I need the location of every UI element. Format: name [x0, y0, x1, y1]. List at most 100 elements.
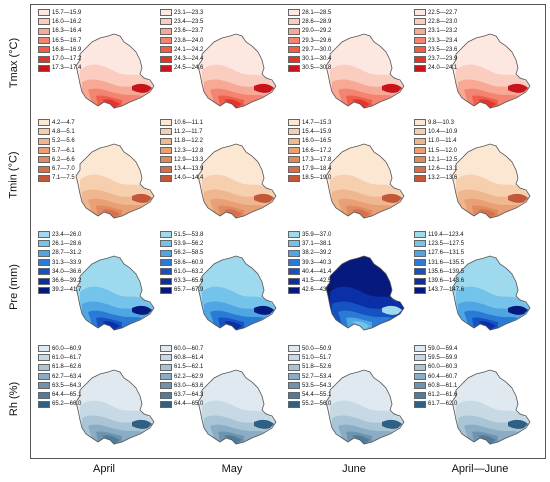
region-outline	[75, 33, 155, 109]
legend-label: 29.3—29.6	[302, 37, 332, 44]
map-zone	[254, 419, 274, 429]
row-label-rh: Rh (%)	[0, 344, 28, 454]
legend-item: 12.9—13.3	[160, 155, 203, 164]
map-legend: 15.7—15.9 16.0—16.2 16.3—16.4 16.5—16.7 16.8…	[38, 8, 81, 73]
legend-label: 16.6—17.2	[302, 147, 332, 154]
legend-label: 55.2—56.0	[302, 401, 332, 408]
row-label-tmin: Tmin (°C)	[0, 120, 28, 230]
legend-swatch	[38, 165, 50, 173]
legend-label: 13.4—13.9	[174, 166, 204, 173]
region-map	[325, 369, 405, 445]
legend-swatch	[414, 128, 426, 136]
map-zone	[382, 305, 402, 315]
legend-item: 39.2—41.7	[38, 286, 81, 295]
map-zone	[132, 83, 152, 93]
legend-swatch	[288, 354, 300, 362]
legend-item: 16.6—17.2	[288, 146, 331, 155]
legend-label: 23.4—26.0	[52, 231, 82, 238]
legend-label: 65.7—67.9	[174, 287, 204, 294]
legend-label: 62.7—63.4	[52, 373, 82, 380]
legend-swatch	[414, 363, 426, 371]
legend-item: 23.1—23.3	[160, 8, 203, 17]
legend-swatch	[38, 46, 50, 54]
legend-swatch	[38, 147, 50, 155]
legend-item: 60.8—61.1	[414, 381, 457, 390]
legend-swatch	[38, 119, 50, 127]
legend-swatch	[288, 137, 300, 145]
legend-item: 59.0—59.4	[414, 344, 457, 353]
legend-item: 60.8—61.4	[160, 353, 203, 362]
legend-label: 14.0—14.4	[174, 175, 204, 182]
legend-item: 55.2—56.0	[288, 400, 331, 409]
legend-label: 139.6—143.6	[428, 278, 465, 285]
legend-swatch	[38, 286, 50, 294]
legend-item: 4.8—5.1	[38, 127, 75, 136]
legend-label: 10.6—11.1	[174, 119, 203, 126]
legend-item: 24.3—24.4	[160, 54, 203, 63]
legend-swatch	[288, 382, 300, 390]
legend-label: 28.6—28.9	[302, 18, 332, 25]
map-panel-tmax-3: 22.5—22.7 22.8—23.0 23.1—23.2 23.3—23.4 23.5…	[412, 8, 540, 118]
legend-swatch	[414, 231, 426, 239]
legend-item: 61.5—62.1	[160, 363, 203, 372]
legend-item: 26.1—28.6	[38, 239, 81, 248]
legend-swatch	[288, 249, 300, 257]
map-legend: 28.1—28.5 28.6—28.9 29.0—29.2 29.3—29.6 29.7…	[288, 8, 331, 73]
region-map	[325, 143, 405, 219]
legend-label: 17.3—17.4	[52, 65, 82, 72]
legend-label: 51.5—53.8	[174, 231, 204, 238]
legend-item: 61.8—62.6	[38, 363, 81, 372]
legend-swatch	[414, 345, 426, 353]
region-outline	[75, 255, 155, 331]
map-zone	[254, 83, 274, 93]
legend-swatch	[38, 382, 50, 390]
legend-item: 42.6—43.6	[288, 286, 331, 295]
legend-label: 61.0—63.2	[174, 268, 204, 275]
column-label-april-june: April—June	[451, 463, 509, 475]
legend-swatch	[160, 373, 172, 381]
map-legend: 14.7—15.3 15.4—15.9 16.0—16.5 16.6—17.2 17.3…	[288, 118, 331, 183]
legend-item: 60.0—60.9	[38, 344, 81, 353]
legend-item: 23.1—23.2	[414, 27, 457, 36]
region-map	[451, 33, 531, 109]
legend-label: 63.7—64.3	[174, 392, 204, 399]
legend-swatch	[38, 128, 50, 136]
legend-label: 63.5—64.3	[52, 382, 82, 389]
legend-label: 54.4—55.1	[302, 392, 332, 399]
region-outline	[325, 369, 405, 445]
region-outline	[451, 33, 531, 109]
legend-swatch	[38, 345, 50, 353]
legend-swatch	[38, 277, 50, 285]
legend-label: 10.4—10.9	[428, 128, 458, 135]
legend-swatch	[160, 354, 172, 362]
legend-label: 127.6—131.5	[428, 250, 465, 257]
legend-item: 60.0—60.7	[160, 344, 203, 353]
legend-swatch	[160, 268, 172, 276]
legend-label: 53.9—56.2	[174, 240, 204, 247]
region-map	[325, 255, 405, 331]
region-map	[197, 33, 277, 109]
legend-item: 61.0—61.7	[38, 353, 81, 362]
legend-item: 29.3—29.6	[288, 36, 331, 45]
legend-item: 60.0—60.3	[414, 363, 457, 372]
legend-label: 17.9—18.4	[302, 166, 332, 173]
legend-item: 5.2—5.6	[38, 137, 75, 146]
legend-item: 23.4—23.5	[160, 17, 203, 26]
legend-item: 64.4—65.0	[160, 400, 203, 409]
map-zone	[478, 209, 496, 218]
legend-swatch	[288, 363, 300, 371]
legend-swatch	[288, 345, 300, 353]
legend-swatch	[38, 363, 50, 371]
map-panel-pre-1: 51.5—53.8 53.9—56.2 56.2—58.5 58.6—60.9 61.0…	[158, 230, 286, 340]
legend-label: 15.4—15.9	[302, 128, 332, 135]
legend-item: 16.8—16.9	[38, 45, 81, 54]
legend-label: 38.2—39.2	[302, 250, 332, 257]
legend-label: 17.3—17.8	[302, 156, 332, 163]
row-label-tmax: Tmax (°C)	[0, 8, 28, 118]
legend-swatch	[160, 240, 172, 248]
legend-item: 31.3—33.9	[38, 258, 81, 267]
legend-label: 11.5—12.0	[428, 147, 457, 154]
legend-swatch	[414, 46, 426, 54]
legend-label: 58.6—60.9	[174, 259, 204, 266]
legend-item: 40.4—41.4	[288, 267, 331, 276]
